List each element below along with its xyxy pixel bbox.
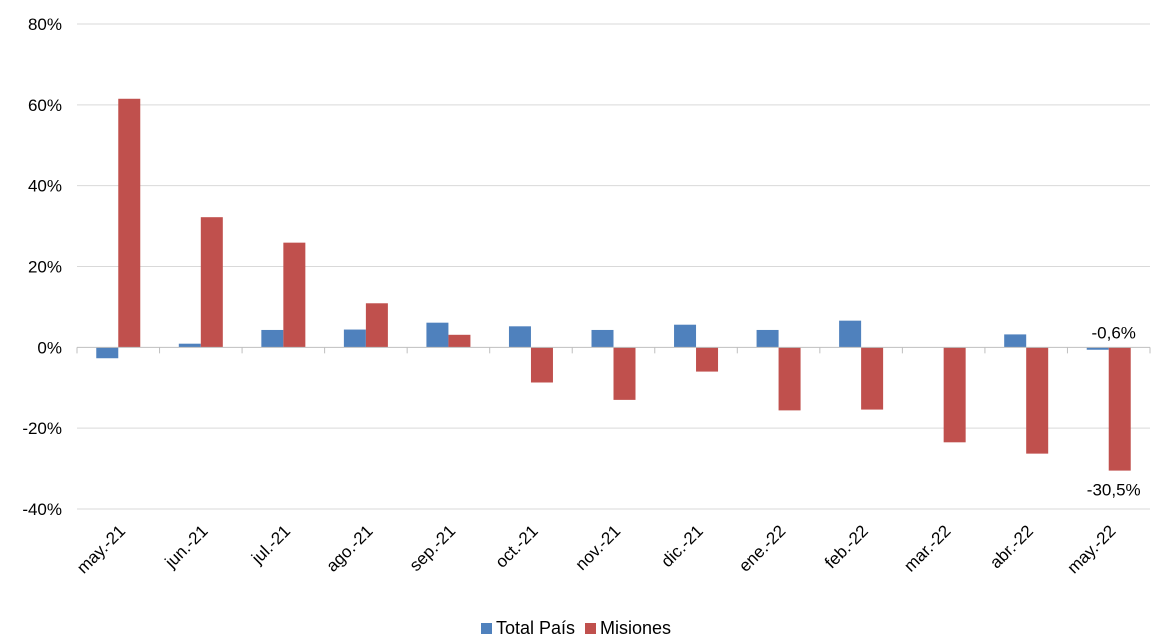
bar-misiones xyxy=(448,334,471,348)
bar-misiones xyxy=(696,347,719,372)
y-tick-label: 60% xyxy=(28,96,62,115)
data-labels: -0,6% -30,5% xyxy=(1087,323,1141,499)
bars xyxy=(96,98,1131,471)
x-tick-label: abr.-22 xyxy=(986,521,1037,572)
legend-label-misiones: Misiones xyxy=(600,618,672,638)
bar-total-pais xyxy=(508,326,531,348)
bar-misiones xyxy=(613,347,636,400)
bar-misiones xyxy=(1026,347,1049,454)
legend: Total País Misiones xyxy=(0,618,1152,639)
x-tick-label: ene.-22 xyxy=(735,521,789,575)
bar-misiones xyxy=(861,347,884,410)
bar-total-pais xyxy=(343,329,366,348)
y-tick-label: 0% xyxy=(37,338,62,357)
bar-total-pais xyxy=(674,324,697,348)
x-tick-label: dic.-21 xyxy=(657,521,707,571)
bar-misiones xyxy=(200,217,223,348)
x-axis: may.-21 jun.-21 jul.-21 ago.-21 sep.-21 oct.-… xyxy=(73,346,1151,577)
bar-misiones xyxy=(530,347,553,383)
bar-total-pais xyxy=(96,347,119,359)
bar-total-pais xyxy=(1086,347,1109,350)
legend-swatch-misiones xyxy=(585,623,596,634)
bar-misiones xyxy=(283,242,306,348)
bar-total-pais xyxy=(178,343,201,348)
x-tick-label: sep.-21 xyxy=(406,521,460,575)
x-tick-label: may.-22 xyxy=(1064,521,1120,577)
y-axis: -40% -20% 0% 20% 40% 60% 80% xyxy=(22,15,62,519)
y-tick-label: 20% xyxy=(28,258,62,277)
x-tick-label: jun.-21 xyxy=(161,521,212,572)
y-tick-label: 80% xyxy=(28,15,62,34)
y-tick-label: -20% xyxy=(22,419,62,438)
x-tick-label: jul.-21 xyxy=(247,521,294,568)
bar-misiones xyxy=(365,303,388,348)
bar-total-pais xyxy=(756,329,779,348)
legend-swatch-total-pais xyxy=(480,623,492,634)
bar-chart: -40% -20% 0% 20% 40% 60% 80% may.-21 jun.-21 jul… xyxy=(22,15,1151,577)
bar-misiones xyxy=(118,98,141,348)
y-tick-label: -40% xyxy=(22,500,62,519)
legend-item-total-pais: Total País xyxy=(480,618,575,639)
bar-misiones xyxy=(778,347,801,411)
y-tick-label: 40% xyxy=(28,177,62,196)
legend-label-total-pais: Total País xyxy=(495,618,575,638)
data-label: -0,6% xyxy=(1092,323,1136,342)
bar-total-pais xyxy=(839,320,862,348)
bar-total-pais xyxy=(1004,334,1027,348)
x-tick-label: oct.-21 xyxy=(492,521,542,571)
bar-misiones xyxy=(1108,347,1131,471)
legend-item-misiones: Misiones xyxy=(585,618,671,639)
x-tick-label: mar.-22 xyxy=(900,521,954,575)
bar-total-pais xyxy=(261,329,284,348)
x-tick-label: feb.-22 xyxy=(821,521,872,572)
x-tick-label: ago.-21 xyxy=(322,521,376,575)
bar-total-pais xyxy=(426,322,449,348)
bar-misiones xyxy=(943,347,966,443)
gridlines xyxy=(77,23,1150,510)
x-tick-label: may.-21 xyxy=(73,521,129,577)
data-label: -30,5% xyxy=(1087,481,1141,500)
bar-total-pais xyxy=(591,329,614,348)
x-tick-label: nov.-21 xyxy=(572,521,625,574)
